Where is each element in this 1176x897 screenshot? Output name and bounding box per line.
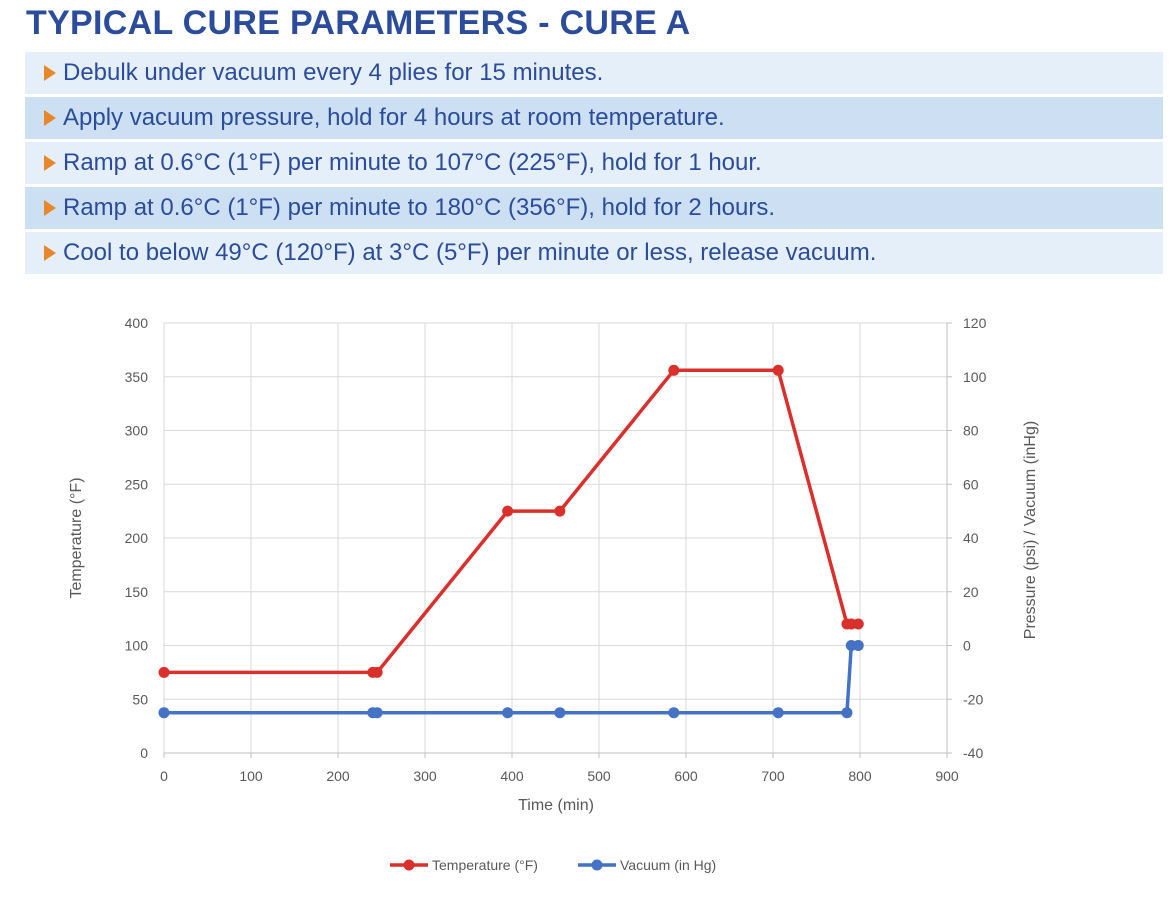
y-axis-label: Temperature (°F) bbox=[68, 477, 85, 598]
y-tick-label: 400 bbox=[125, 315, 149, 331]
step-item: Ramp at 0.6°C (1°F) per minute to 180°C … bbox=[25, 187, 1163, 229]
y-tick-label: 50 bbox=[132, 691, 148, 707]
legend-marker bbox=[403, 859, 415, 871]
temperature-point bbox=[371, 666, 383, 678]
x-tick-label: 900 bbox=[935, 768, 959, 784]
temperature-point bbox=[502, 505, 514, 517]
x-tick-label: 100 bbox=[239, 768, 263, 784]
temperature-point bbox=[852, 618, 864, 630]
y-tick-label: 350 bbox=[125, 369, 149, 385]
y-tick-label: 100 bbox=[125, 638, 149, 654]
series-line-vacuum bbox=[164, 643, 859, 715]
y2-tick-label: 20 bbox=[963, 584, 979, 600]
y2-tick-label: 100 bbox=[963, 369, 987, 385]
y2-tick-label: -40 bbox=[963, 745, 983, 761]
y2-tick-label: 80 bbox=[963, 423, 979, 439]
legend-label: Vacuum (in Hg) bbox=[620, 857, 716, 873]
y2-tick-label: -20 bbox=[963, 691, 983, 707]
y2-tick-label: 40 bbox=[963, 530, 979, 546]
steps-list: Debulk under vacuum every 4 plies for 15… bbox=[25, 52, 1163, 277]
x-tick-label: 500 bbox=[587, 768, 611, 784]
x-tick-label: 200 bbox=[326, 768, 350, 784]
step-text: Apply vacuum pressure, hold for 4 hours … bbox=[63, 104, 725, 131]
chart-grid bbox=[163, 322, 948, 754]
vacuum-point bbox=[668, 707, 680, 719]
y2-tick-label: 120 bbox=[963, 315, 987, 331]
chart-legend: Temperature (°F) Vacuum (in Hg) bbox=[390, 857, 716, 873]
y2-tick-label: 60 bbox=[963, 476, 979, 492]
x-axis-label: Time (min) bbox=[518, 797, 594, 814]
orange-triangle-arrow-icon bbox=[44, 65, 56, 81]
orange-triangle-arrow-icon bbox=[44, 155, 56, 171]
y-tick-label: 150 bbox=[125, 584, 149, 600]
x-tick-label: 700 bbox=[761, 768, 785, 784]
legend-label: Temperature (°F) bbox=[432, 857, 538, 873]
vacuum-point bbox=[841, 707, 853, 719]
orange-triangle-arrow-icon bbox=[44, 200, 56, 216]
series-line-temperature bbox=[164, 368, 859, 675]
step-text: Ramp at 0.6°C (1°F) per minute to 107°C … bbox=[63, 149, 762, 176]
step-item: Debulk under vacuum every 4 plies for 15… bbox=[25, 52, 1163, 94]
vacuum-point bbox=[852, 640, 864, 651]
step-text: Cool to below 49°C (120°F) at 3°C (5°F) … bbox=[63, 239, 877, 266]
x-tick-label: 800 bbox=[848, 768, 872, 784]
y2-tick-label: 0 bbox=[963, 638, 971, 654]
y2-axis-label: Pressure (psi) / Vacuum (inHg) bbox=[1022, 421, 1039, 639]
page-title: TYPICAL CURE PARAMETERS - CURE A bbox=[26, 4, 691, 42]
vacuum-point bbox=[502, 707, 514, 719]
chart-axes bbox=[163, 322, 952, 758]
orange-triangle-arrow-icon bbox=[44, 110, 56, 126]
x-tick-label: 300 bbox=[413, 768, 437, 784]
y-tick-label: 200 bbox=[125, 530, 149, 546]
orange-triangle-arrow-icon bbox=[44, 245, 56, 261]
vacuum-point bbox=[554, 707, 566, 719]
x-tick-label: 0 bbox=[160, 768, 168, 784]
temperature-point bbox=[158, 666, 170, 678]
step-item: Ramp at 0.6°C (1°F) per minute to 107°C … bbox=[25, 142, 1163, 184]
step-text: Debulk under vacuum every 4 plies for 15… bbox=[63, 59, 604, 86]
temperature-point bbox=[772, 364, 784, 376]
y-tick-label: 250 bbox=[125, 476, 149, 492]
chart-series bbox=[158, 364, 864, 719]
vacuum-point bbox=[158, 707, 170, 719]
step-item: Apply vacuum pressure, hold for 4 hours … bbox=[25, 97, 1163, 139]
step-item: Cool to below 49°C (120°F) at 3°C (5°F) … bbox=[25, 232, 1163, 274]
x-tick-label: 400 bbox=[500, 768, 524, 784]
temperature-point bbox=[554, 505, 566, 517]
y-tick-label: 300 bbox=[125, 423, 149, 439]
x-tick-label: 600 bbox=[674, 768, 698, 784]
y-tick-label: 0 bbox=[140, 745, 148, 761]
vacuum-point bbox=[772, 707, 784, 719]
legend-marker bbox=[591, 859, 603, 871]
temperature-point bbox=[668, 364, 680, 376]
vacuum-point bbox=[371, 707, 383, 719]
step-text: Ramp at 0.6°C (1°F) per minute to 180°C … bbox=[63, 194, 776, 221]
